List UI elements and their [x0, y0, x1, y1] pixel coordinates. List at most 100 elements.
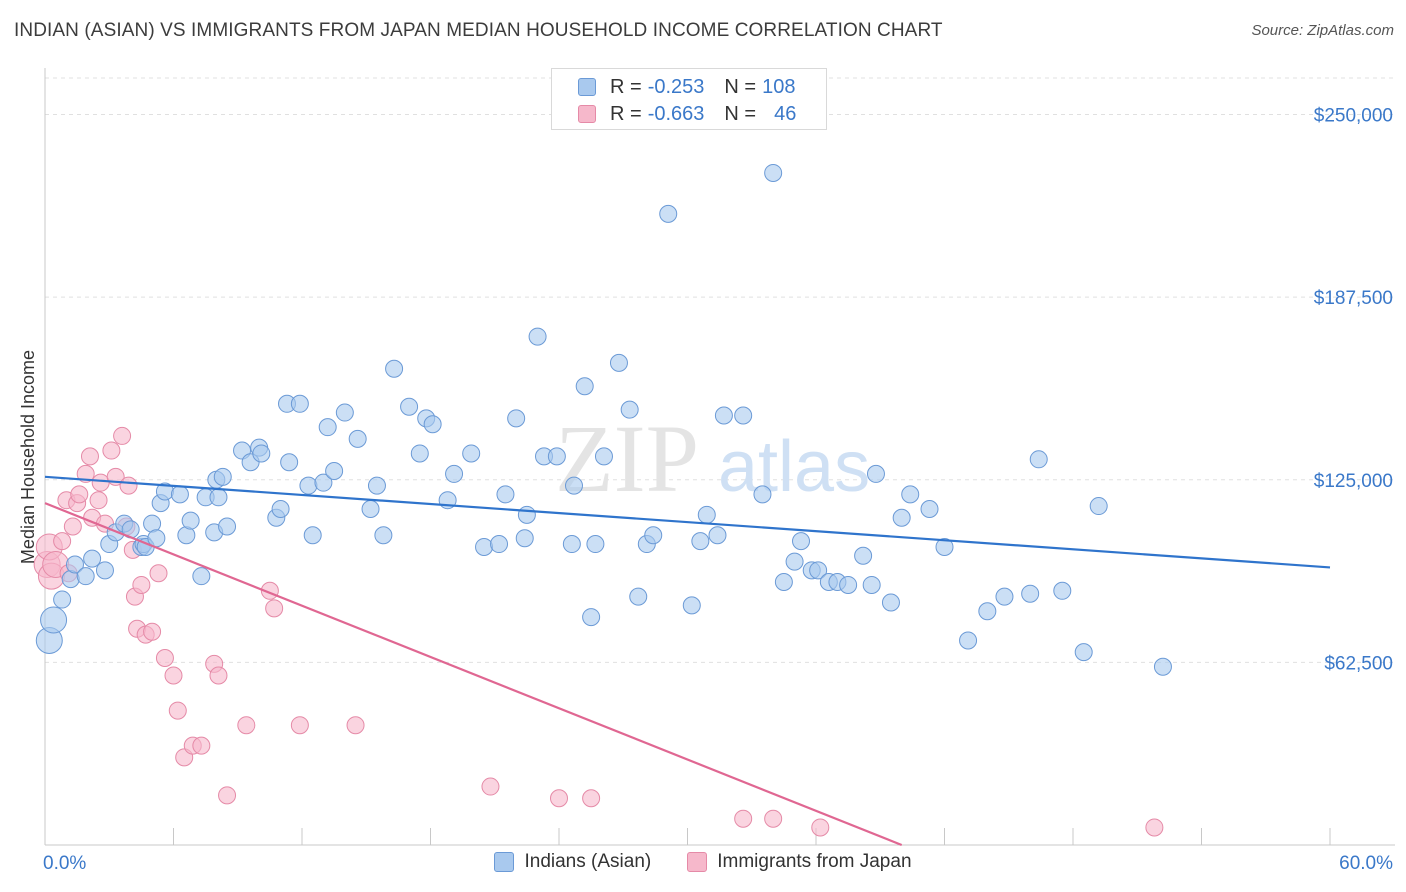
legend-r-value: -0.663 — [647, 102, 705, 125]
legend-swatch-pink — [578, 105, 596, 123]
data-point-indians — [901, 485, 920, 504]
series-legend: Indians (Asian) Immigrants from Japan — [0, 851, 1406, 873]
data-point-indians — [280, 453, 299, 472]
data-point-indians — [335, 403, 354, 422]
x-tick-label: 0.0% — [43, 853, 86, 874]
data-point-indians — [181, 511, 200, 530]
data-point-indians — [374, 526, 393, 545]
data-point-indians — [385, 359, 404, 378]
data-point-japan — [346, 716, 365, 735]
data-point-indians — [290, 394, 309, 413]
data-point-japan — [811, 818, 830, 837]
data-point-indians — [892, 508, 911, 527]
data-point-indians — [83, 549, 102, 568]
data-point-indians — [862, 575, 881, 594]
y-axis-title: Median Household Income — [18, 350, 38, 564]
data-point-japan — [155, 648, 174, 667]
data-point-indians — [586, 535, 605, 554]
watermark: ZIP atlas — [555, 405, 870, 512]
x-tick-label: 60.0% — [1339, 853, 1393, 874]
data-point-japan — [481, 777, 500, 796]
data-point-indians — [734, 406, 753, 425]
y-tick-label: $250,000 — [1314, 106, 1393, 127]
data-point-indians — [299, 476, 318, 495]
data-point-indians — [708, 526, 727, 545]
legend-row-japan: R = -0.663 N = 46 — [578, 101, 796, 127]
data-point-indians — [76, 567, 95, 586]
legend-r-label: R = — [610, 102, 642, 125]
data-point-indians — [410, 444, 429, 463]
trend-lines — [44, 475, 1331, 847]
data-point-japan — [91, 473, 110, 492]
data-point-indians — [507, 409, 526, 428]
data-point-indians — [462, 444, 481, 463]
data-point-indians — [839, 575, 858, 594]
data-point-indians — [629, 587, 648, 606]
data-point-indians — [714, 406, 733, 425]
data-point-indians — [659, 204, 678, 223]
data-point-japan — [63, 517, 82, 536]
data-point-indians — [314, 473, 333, 492]
data-point-indians — [95, 561, 114, 580]
legend-r-label: R = — [610, 75, 642, 98]
watermark-zip: ZIP — [555, 405, 699, 512]
legend-label-indians: Indians (Asian) — [524, 851, 652, 872]
data-point-japan — [209, 666, 228, 685]
data-point-indians — [65, 555, 84, 574]
data-point-japan — [168, 701, 187, 720]
watermark-atlas: atlas — [718, 427, 870, 507]
data-point-indians — [792, 532, 811, 551]
legend-row-indians: R = -0.253 N = 108 — [578, 74, 795, 100]
data-point-indians — [753, 485, 772, 504]
data-point-japan — [113, 426, 132, 445]
y-tick-label: $125,000 — [1314, 471, 1393, 492]
data-point-japan — [143, 622, 162, 641]
data-point-japan — [290, 716, 309, 735]
legend-item-japan: Immigrants from Japan — [687, 851, 912, 873]
data-point-japan — [218, 786, 237, 805]
data-point-indians — [920, 499, 939, 518]
data-point-indians — [697, 505, 716, 524]
chart-title: INDIAN (ASIAN) VS IMMIGRANTS FROM JAPAN … — [14, 20, 943, 41]
data-point-japan — [550, 789, 568, 808]
data-point-indians — [490, 535, 509, 554]
data-point-indians — [564, 476, 583, 495]
y-tick-label: $187,500 — [1314, 288, 1393, 309]
trend-line-indians — [44, 475, 1331, 569]
data-point-indians — [609, 353, 628, 372]
data-point-indians — [881, 593, 900, 612]
y-tick-label: $62,500 — [1324, 653, 1393, 674]
data-point-indians — [620, 400, 639, 419]
trend-line-japan — [44, 502, 903, 847]
legend-label-japan: Immigrants from Japan — [717, 851, 912, 872]
data-point-indians — [995, 587, 1014, 606]
data-point-indians — [682, 596, 701, 615]
legend-swatch-pink — [687, 852, 708, 872]
series-immigrants-from-japan — [33, 426, 1164, 837]
data-point-indians — [575, 377, 594, 396]
source-credit: Source: ZipAtlas.com — [1251, 22, 1394, 39]
data-point-indians — [594, 447, 613, 466]
data-point-indians — [582, 608, 601, 627]
data-point-indians — [53, 590, 72, 609]
axis-labels: $62,500 $125,000 $187,500 $250,000 0.0% 60.0%… — [18, 106, 1393, 874]
data-point-indians — [303, 526, 322, 545]
data-point-indians — [774, 573, 793, 592]
data-point-indians — [691, 532, 710, 551]
data-point-indians — [935, 537, 954, 556]
data-point-indians — [40, 606, 68, 634]
legend-n-label: N = — [724, 102, 757, 125]
legend-r-value: -0.253 — [647, 75, 705, 98]
data-point-indians — [423, 415, 442, 434]
data-point-indians — [348, 429, 367, 448]
data-point-japan — [192, 736, 211, 755]
data-point-indians — [854, 546, 873, 565]
legend-n-value: 46 — [774, 102, 797, 125]
data-point-indians — [271, 499, 290, 518]
data-point-indians — [866, 464, 885, 483]
data-point-indians — [1074, 643, 1093, 662]
data-point-japan — [132, 575, 151, 594]
legend-swatch-blue — [578, 78, 596, 96]
data-point-indians — [400, 397, 419, 416]
